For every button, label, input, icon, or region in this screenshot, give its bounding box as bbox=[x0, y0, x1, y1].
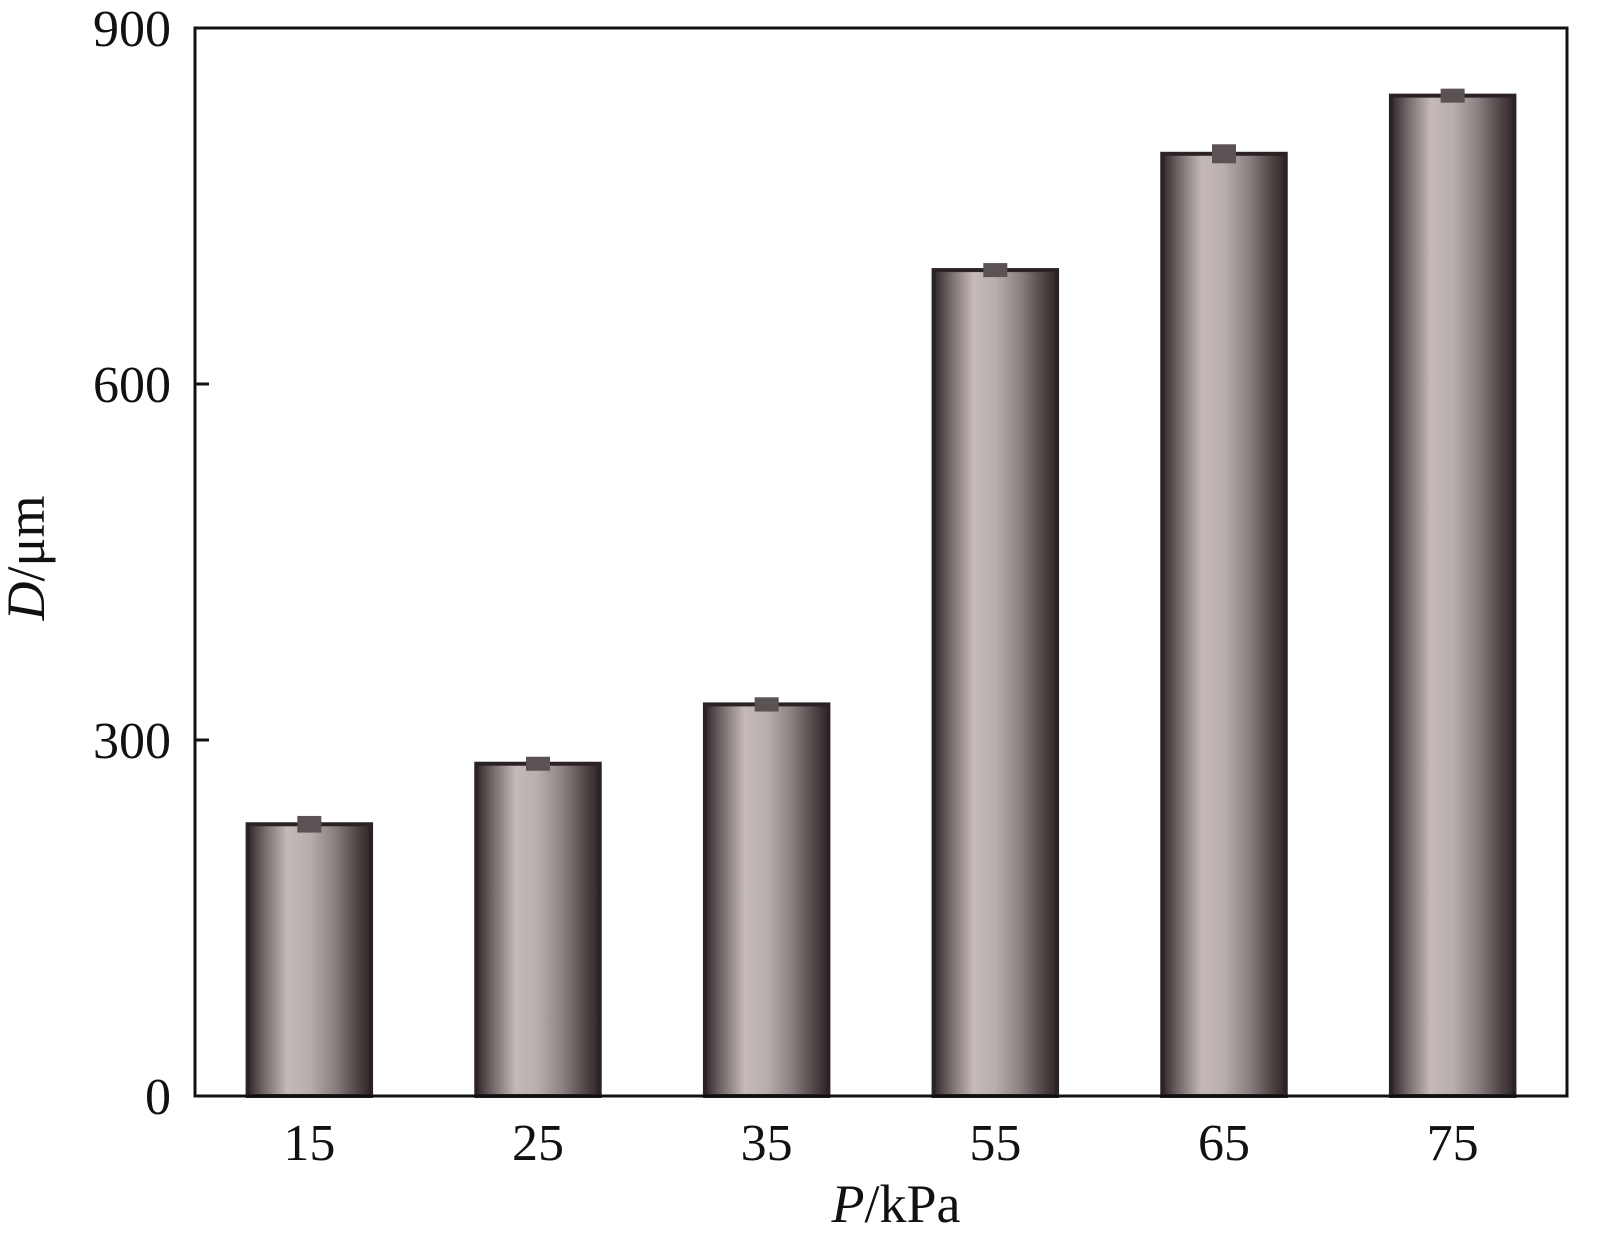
y-tick-label-300: 300 bbox=[93, 713, 171, 770]
y-tick-label-900: 900 bbox=[93, 1, 171, 58]
bar-35 bbox=[702, 702, 831, 1099]
x-axis-ticks: 15 25 35 55 65 75 bbox=[283, 1115, 1478, 1172]
y-tick-label-600: 600 bbox=[93, 357, 171, 414]
x-tick-label-65: 65 bbox=[1198, 1115, 1250, 1172]
bar-25 bbox=[474, 761, 602, 1098]
plot-frame bbox=[193, 26, 1569, 1098]
x-axis-unit: /kPa bbox=[864, 1174, 960, 1229]
bars-layer bbox=[245, 93, 1517, 1099]
y-axis-variable: D bbox=[0, 581, 56, 621]
x-axis-variable: P bbox=[830, 1174, 864, 1229]
x-tick-label-15: 15 bbox=[283, 1115, 335, 1172]
x-tick-label-55: 55 bbox=[969, 1115, 1021, 1172]
y-axis-title: D/μm bbox=[0, 496, 56, 622]
bar-75 bbox=[1388, 93, 1517, 1098]
y-axis-ticks: 0 300 600 900 bbox=[93, 1, 209, 1126]
bar-65 bbox=[1160, 151, 1288, 1098]
error-marker-55 bbox=[983, 263, 1008, 278]
y-axis-unit: /μm bbox=[0, 496, 56, 582]
x-axis-title: P/kPa bbox=[830, 1174, 960, 1229]
bar-15 bbox=[245, 822, 374, 1099]
bar-55 bbox=[931, 268, 1060, 1098]
error-marker-15 bbox=[297, 815, 322, 833]
error-markers-layer bbox=[297, 88, 1465, 833]
x-tick-label-75: 75 bbox=[1427, 1115, 1479, 1172]
error-marker-35 bbox=[754, 697, 779, 712]
x-tick-label-25: 25 bbox=[512, 1115, 564, 1172]
x-tick-label-35: 35 bbox=[741, 1115, 793, 1172]
error-marker-75 bbox=[1440, 88, 1465, 103]
error-marker-25 bbox=[526, 756, 550, 771]
error-marker-65 bbox=[1212, 144, 1236, 164]
y-tick-label-0: 0 bbox=[145, 1069, 171, 1126]
